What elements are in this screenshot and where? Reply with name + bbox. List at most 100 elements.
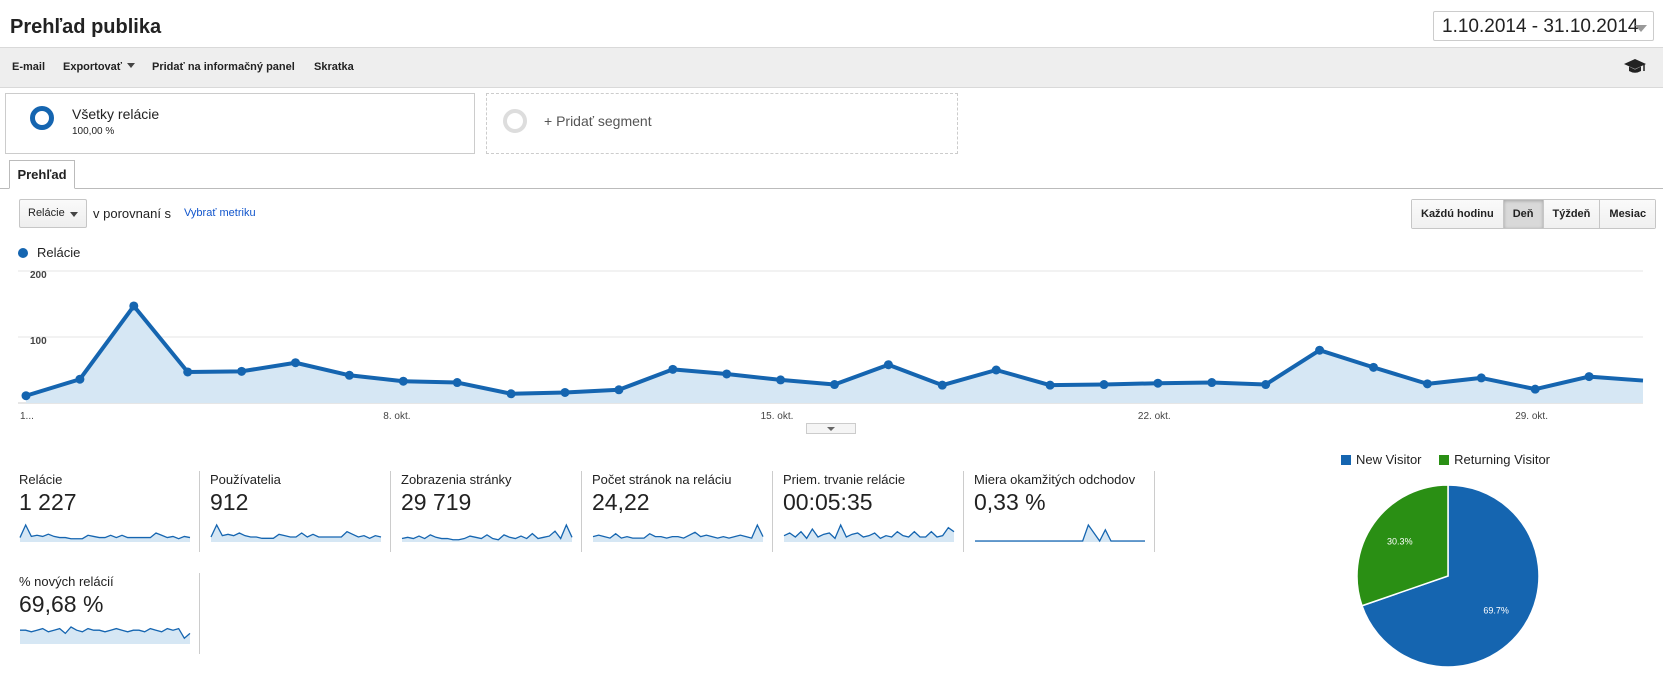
- metric-tile[interactable]: Priem. trvanie relácie 00:05:35: [783, 472, 963, 553]
- metric-value: 912: [210, 489, 249, 515]
- metric-sparkline: [592, 523, 764, 542]
- granularity-hourly-button[interactable]: Každú hodinu: [1412, 200, 1504, 228]
- data-point[interactable]: [1153, 378, 1163, 388]
- data-point[interactable]: [668, 364, 678, 374]
- tab-bar-divider: [0, 188, 1663, 189]
- data-point[interactable]: [1099, 380, 1109, 390]
- metric-separator: [199, 573, 200, 654]
- granularity-toggle: Každú hodinu Deň Týždeň Mesiac: [1411, 199, 1657, 229]
- data-point[interactable]: [722, 369, 732, 379]
- metric-sparkline: [19, 523, 191, 542]
- metric-select-label: Relácie: [28, 207, 65, 219]
- data-point[interactable]: [129, 301, 139, 311]
- email-button[interactable]: E-mail: [12, 61, 46, 73]
- segment-all-sessions[interactable]: Všetky relácie 100,00 %: [5, 93, 475, 154]
- data-point[interactable]: [237, 366, 247, 376]
- y-tick-label: 100: [30, 336, 47, 347]
- metric-separator: [581, 471, 582, 552]
- pie-slice[interactable]: [1361, 484, 1540, 668]
- metric-tile[interactable]: % nových relácií 69,68 %: [19, 574, 199, 655]
- metric-label: Počet stránok na reláciu: [592, 472, 732, 487]
- shortcut-button[interactable]: Skratka: [314, 61, 354, 73]
- sparkline-line: [783, 523, 955, 540]
- choose-metric-link[interactable]: Vybrať metriku: [184, 207, 256, 219]
- metric-tile[interactable]: Zobrazenia stránky 29 719: [401, 472, 581, 553]
- metric-sparkline: [401, 523, 573, 542]
- legend-new-visitor: New Visitor: [1356, 452, 1422, 467]
- granularity-day-button[interactable]: Deň: [1503, 200, 1544, 228]
- data-point[interactable]: [776, 375, 786, 385]
- segment-ring-icon: [503, 109, 527, 133]
- sparkline-area: [593, 525, 763, 542]
- compare-text: v porovnaní s: [93, 206, 172, 221]
- x-tick-label: 29. okt.: [1515, 411, 1548, 422]
- data-point[interactable]: [830, 380, 839, 390]
- metric-tile[interactable]: Relácie 1 227: [19, 472, 199, 553]
- data-point[interactable]: [937, 380, 947, 390]
- tab-overview[interactable]: Prehľad: [9, 160, 75, 189]
- data-point[interactable]: [1422, 379, 1432, 389]
- pie-slice[interactable]: [1356, 484, 1449, 607]
- export-button[interactable]: Exportovať: [63, 61, 136, 73]
- chevron-down-icon: [70, 212, 78, 217]
- metric-tile[interactable]: Počet stránok na reláciu 24,22: [592, 472, 772, 553]
- pie-legend: New Visitor Returning Visitor: [1341, 452, 1550, 467]
- metric-tile[interactable]: Používatelia 912: [210, 472, 390, 553]
- data-point[interactable]: [344, 370, 354, 380]
- sessions-line-chart[interactable]: 200 100 1... 8. okt. 15. okt. 22. okt. 29. okt…: [0, 262, 1663, 427]
- add-segment-button[interactable]: + Pridať segment: [486, 93, 958, 154]
- metric-label: Priem. trvanie relácie: [783, 472, 906, 487]
- metric-tile[interactable]: Miera okamžitých odchodov 0,33 %: [974, 472, 1154, 553]
- data-point[interactable]: [1369, 362, 1378, 372]
- sparkline-line: [401, 523, 573, 541]
- granularity-week-button[interactable]: Týždeň: [1543, 200, 1601, 228]
- chart-collapse-handle[interactable]: [806, 423, 856, 434]
- metric-value: 29 719: [401, 489, 472, 515]
- sparkline-line: [19, 523, 191, 540]
- data-point[interactable]: [21, 391, 31, 401]
- segment-ring-icon: [30, 106, 54, 130]
- legend-dot-icon: [18, 248, 28, 258]
- granularity-month-button[interactable]: Mesiac: [1600, 200, 1656, 228]
- sparkline-line: [592, 523, 764, 539]
- metric-label: Miera okamžitých odchodov: [974, 472, 1136, 487]
- visitor-type-pie-chart[interactable]: 69.7% 30.3%: [1356, 484, 1540, 668]
- x-tick-label: 15. okt.: [761, 411, 794, 422]
- metric-separator: [1154, 471, 1155, 552]
- chart-legend-label: Relácie: [37, 245, 81, 260]
- sparkline-area: [975, 525, 1145, 542]
- data-point[interactable]: [991, 365, 1001, 375]
- data-point[interactable]: [75, 374, 85, 384]
- data-point[interactable]: [1045, 380, 1055, 390]
- metric-select[interactable]: Relácie: [19, 199, 87, 228]
- data-point[interactable]: [183, 367, 193, 377]
- date-range-label: 1.10.2014 - 31.10.2014: [1442, 16, 1639, 37]
- data-point[interactable]: [1530, 384, 1540, 394]
- legend-swatch-new: [1341, 455, 1351, 465]
- graduation-cap-icon[interactable]: [1623, 57, 1647, 77]
- add-to-dashboard-button[interactable]: Pridať na informačný panel: [152, 61, 295, 73]
- data-point[interactable]: [614, 385, 624, 395]
- date-range-picker[interactable]: 1.10.2014 - 31.10.2014: [1433, 11, 1654, 41]
- data-point[interactable]: [883, 360, 893, 370]
- export-label: Exportovať: [63, 61, 123, 73]
- data-point[interactable]: [1584, 372, 1594, 382]
- metric-label: Relácie: [19, 472, 63, 487]
- data-point[interactable]: [452, 378, 462, 388]
- data-point[interactable]: [1315, 345, 1325, 355]
- x-tick-label: 1...: [20, 411, 34, 422]
- x-tick-label: 22. okt.: [1138, 411, 1171, 422]
- data-point[interactable]: [1261, 380, 1271, 390]
- data-point[interactable]: [560, 387, 570, 397]
- data-point[interactable]: [1207, 378, 1217, 388]
- metric-value: 24,22: [592, 489, 650, 515]
- data-point[interactable]: [506, 389, 516, 399]
- y-tick-label: 200: [30, 270, 47, 281]
- metric-sparkline: [210, 523, 382, 542]
- metric-sparkline: [783, 523, 955, 542]
- data-point[interactable]: [398, 376, 408, 386]
- data-point[interactable]: [1476, 373, 1486, 383]
- segment-name: Všetky relácie: [72, 106, 160, 122]
- data-point[interactable]: [291, 358, 300, 368]
- metric-label: Používatelia: [210, 472, 281, 487]
